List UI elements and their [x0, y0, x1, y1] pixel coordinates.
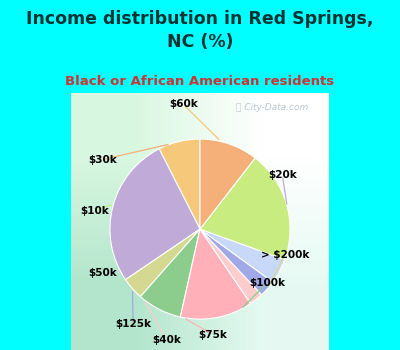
Text: $10k: $10k [80, 206, 109, 216]
Wedge shape [200, 229, 273, 295]
Text: $60k: $60k [169, 99, 198, 109]
Text: Black or African American residents: Black or African American residents [66, 75, 334, 88]
Text: $20k: $20k [268, 170, 297, 180]
Text: > $200k: > $200k [261, 250, 309, 260]
Text: $50k: $50k [88, 268, 117, 278]
Wedge shape [180, 229, 251, 319]
Text: $40k: $40k [152, 335, 181, 345]
Wedge shape [140, 229, 200, 317]
Text: $125k: $125k [115, 319, 151, 329]
Wedge shape [200, 139, 255, 229]
Text: $30k: $30k [88, 155, 117, 164]
Wedge shape [200, 229, 262, 303]
Text: $100k: $100k [249, 278, 285, 288]
Text: Income distribution in Red Springs,
NC (%): Income distribution in Red Springs, NC (… [26, 10, 374, 51]
Text: Ⓜ City-Data.com: Ⓜ City-Data.com [236, 103, 308, 112]
Wedge shape [110, 149, 200, 280]
Wedge shape [126, 229, 200, 297]
Wedge shape [159, 139, 200, 229]
Text: $75k: $75k [198, 330, 227, 340]
Wedge shape [200, 158, 290, 260]
Wedge shape [200, 229, 285, 282]
